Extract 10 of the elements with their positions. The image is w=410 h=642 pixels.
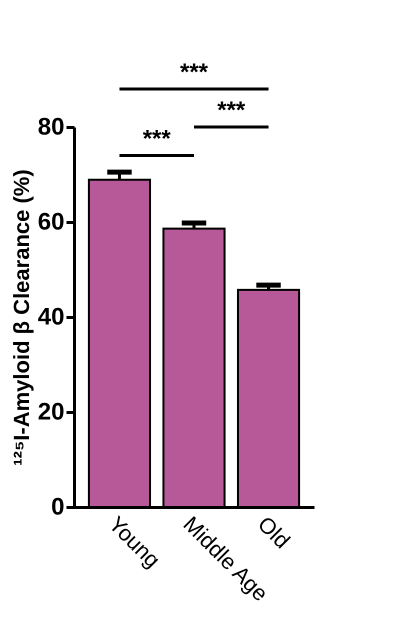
y-tick-label: 80 <box>38 114 64 140</box>
y-tick-label: 60 <box>38 208 64 236</box>
annotation: *** <box>142 126 172 152</box>
text: *** <box>217 97 246 124</box>
y-tick-label: 0 <box>51 494 64 520</box>
text: *** <box>180 59 209 86</box>
x-tick-label: Old <box>252 511 295 554</box>
y-tick-label: 40 <box>38 304 64 330</box>
y-axis-title: ¹²⁵I-Amyloid β Clearance (%) <box>8 169 34 466</box>
y-tick-label: 20 <box>38 398 64 426</box>
